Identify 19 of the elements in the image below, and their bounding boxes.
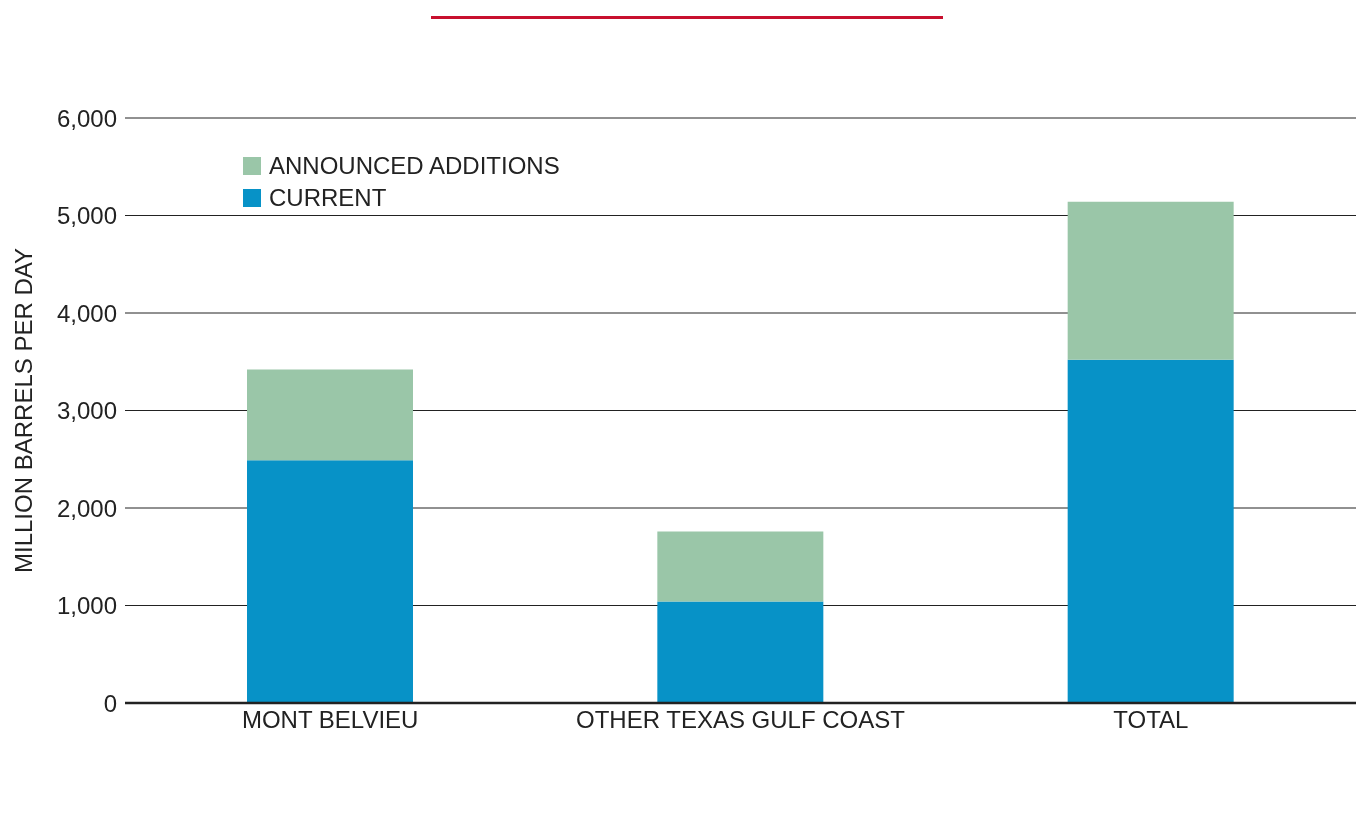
bar bbox=[247, 460, 413, 703]
legend-label: CURRENT bbox=[269, 184, 387, 212]
y-tick-label: 2,000 bbox=[56, 494, 117, 522]
x-tick-label: MONT BELVIEU bbox=[241, 706, 419, 734]
bar bbox=[1067, 201, 1234, 360]
legend-label: ANNOUNCED ADDITIONS bbox=[269, 152, 560, 180]
y-axis-title: MILLION BARRELS PER DAY bbox=[9, 248, 37, 573]
y-tick-label: 6,000 bbox=[56, 104, 117, 132]
bar bbox=[247, 369, 413, 461]
bar bbox=[657, 601, 824, 703]
x-tick-label: OTHER TEXAS GULF COAST bbox=[576, 706, 906, 734]
x-tick-label: TOTAL bbox=[1113, 706, 1189, 734]
y-tick-label: 3,000 bbox=[56, 397, 117, 425]
y-tick-label: 1,000 bbox=[56, 592, 117, 620]
y-tick-label: 4,000 bbox=[56, 299, 117, 327]
y-tick-label: 0 bbox=[103, 689, 117, 717]
bar bbox=[1067, 359, 1234, 703]
y-tick-label: 5,000 bbox=[56, 202, 117, 230]
bar bbox=[657, 531, 824, 602]
